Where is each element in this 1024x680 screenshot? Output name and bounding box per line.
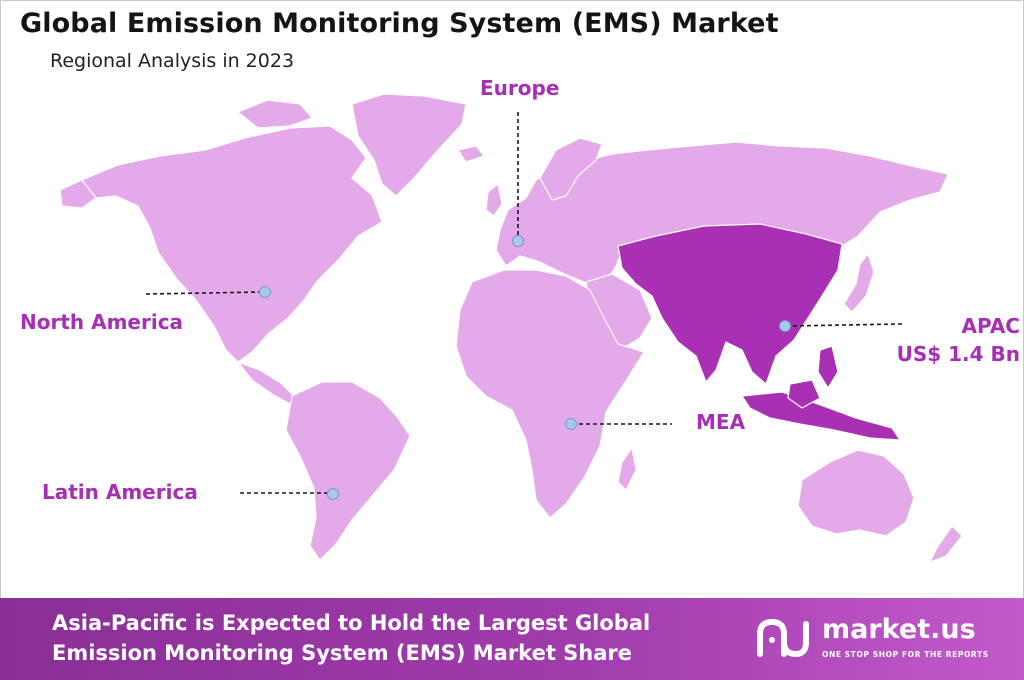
landmass-new-zealand (929, 525, 963, 563)
landmass-south-america (285, 381, 411, 561)
landmass-apac-indonesia (741, 391, 901, 441)
page-subtitle: Regional Analysis in 2023 (50, 50, 295, 72)
leader-lines (145, 112, 903, 494)
label-europe: Europe (480, 76, 560, 100)
landmass-greenland (351, 93, 467, 197)
marker-europe (512, 235, 524, 247)
marker-mea (565, 418, 577, 430)
world-map (59, 93, 963, 563)
landmass-apac-borneo (787, 379, 821, 409)
brand-tagline: ONE STOP SHOP FOR THE REPORTS (822, 650, 989, 659)
leader-line-north-america (145, 291, 265, 295)
footer-line-1: Asia-Pacific is Expected to Hold the Lar… (52, 611, 651, 635)
footer-background (0, 598, 1024, 680)
marker-apac (779, 320, 791, 332)
landmass-australia (797, 449, 915, 537)
landmass-iceland (457, 145, 485, 163)
label-north-america: North America (20, 310, 184, 334)
marker-latin-america (327, 488, 339, 500)
region-markers (259, 235, 791, 500)
land-apac (617, 223, 901, 441)
landmass-madagascar (617, 447, 637, 491)
footer-banner: Asia-Pacific is Expected to Hold the Lar… (0, 598, 1024, 680)
land-light (59, 93, 963, 563)
label-latin-america: Latin America (42, 480, 198, 504)
label-mea: MEA (696, 410, 746, 434)
footer-headline: Asia-Pacific is Expected to Hold the Lar… (52, 608, 650, 668)
landmass-central-america (237, 361, 297, 405)
leader-line-apac (785, 323, 903, 327)
landmass-japan (843, 253, 875, 313)
marker-north-america (259, 286, 271, 298)
label-apac-value: US$ 1.4 Bn (896, 342, 1020, 366)
market-us-logo-icon (757, 618, 809, 658)
landmass-apac-mainland (617, 223, 843, 385)
landmass-apac-philippines (817, 345, 839, 389)
page-title: Global Emission Monitoring System (EMS) … (20, 8, 779, 39)
label-apac-name: APAC (961, 314, 1020, 338)
footer-line-2: Emission Monitoring System (EMS) Market … (52, 641, 633, 665)
brand-logo: market.us ONE STOP SHOP FOR THE REPORTS (756, 614, 996, 664)
landmass-alaska (59, 179, 97, 209)
landmass-scandinavia (539, 137, 603, 201)
landmass-africa (455, 269, 645, 519)
brand-name: market.us (822, 614, 976, 645)
landmass-arctic-islands (237, 99, 313, 129)
landmass-uk (485, 183, 503, 217)
landmass-north-america (81, 125, 383, 363)
label-apac: APAC US$ 1.4 Bn (880, 312, 1020, 368)
